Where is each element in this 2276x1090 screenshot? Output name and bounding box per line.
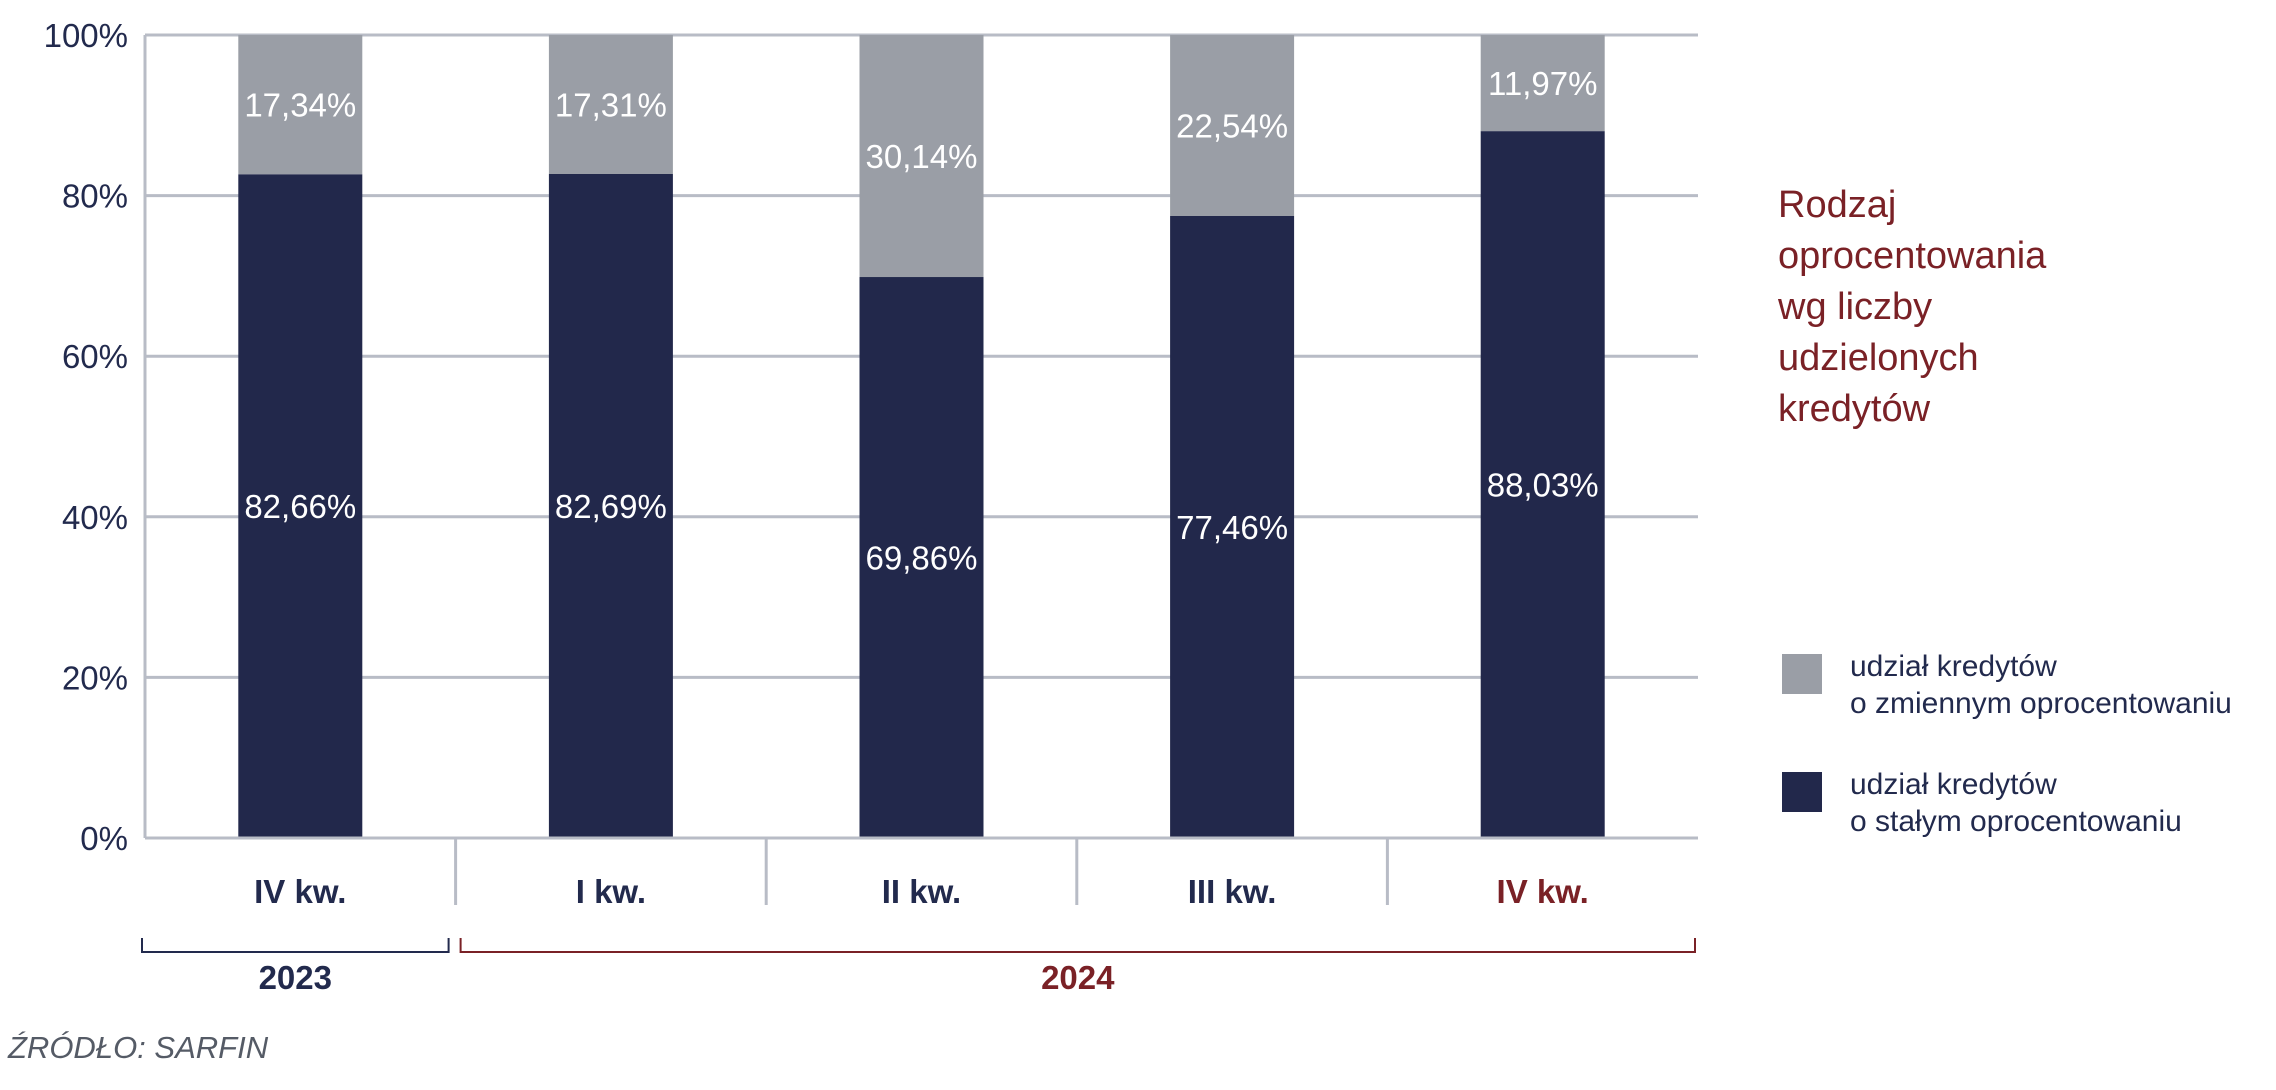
y-tick-label: 80% bbox=[62, 178, 128, 215]
legend-label-fixed-rate: udział kredytów o stałym oprocentowaniu bbox=[1850, 766, 2182, 840]
data-label: 88,03% bbox=[1487, 467, 1599, 504]
year-group-label: 2024 bbox=[1041, 959, 1115, 996]
data-label: 22,54% bbox=[1176, 107, 1288, 144]
bar-segment-fixed-rate bbox=[859, 277, 984, 839]
chart-title-line: kredytów bbox=[1778, 388, 1931, 430]
year-bracket bbox=[141, 938, 450, 953]
chart-title: Rodzaj oprocentowania wg liczby udzielon… bbox=[1778, 180, 2248, 435]
bar-segment-variable-rate bbox=[238, 35, 363, 175]
bar-segment-variable-rate bbox=[1480, 35, 1605, 132]
data-label: 30,14% bbox=[866, 138, 978, 175]
source-note: ŹRÓDŁO: SARFIN bbox=[8, 1030, 269, 1065]
y-tick-label: 20% bbox=[62, 659, 128, 696]
legend-label-variable-rate: udział kredytów o zmiennym oprocentowani… bbox=[1850, 648, 2232, 722]
y-tick-label: 100% bbox=[44, 17, 128, 54]
x-tick-label: I kw. bbox=[576, 873, 646, 910]
bar-segment-variable-rate bbox=[1170, 35, 1295, 216]
legend-label-line: udział kredytów bbox=[1850, 768, 2057, 801]
legend-swatch-fixed-rate bbox=[1782, 772, 1822, 812]
data-label: 17,31% bbox=[555, 86, 667, 123]
y-tick-label: 60% bbox=[62, 338, 128, 375]
legend-label-line: o zmiennym oprocentowaniu bbox=[1850, 687, 2232, 720]
legend-label-line: udział kredytów bbox=[1850, 650, 2057, 683]
x-tick-label: IV kw. bbox=[1497, 873, 1589, 910]
y-tick-label: 40% bbox=[62, 499, 128, 536]
data-label: 17,34% bbox=[244, 87, 356, 124]
data-label: 82,69% bbox=[555, 488, 667, 525]
bar-segment-fixed-rate bbox=[238, 174, 363, 838]
y-tick-label: 0% bbox=[80, 820, 128, 857]
year-bracket bbox=[459, 938, 1696, 953]
chart-title-line: udzielonych bbox=[1778, 337, 1979, 379]
bar-segment-fixed-rate bbox=[1170, 215, 1295, 838]
x-tick-label: III kw. bbox=[1188, 873, 1277, 910]
bar-segment-variable-rate bbox=[859, 35, 984, 278]
bar-segment-variable-rate bbox=[548, 35, 673, 174]
chart-title-line: wg liczby bbox=[1778, 286, 1933, 328]
bar-segment-fixed-rate bbox=[1480, 131, 1605, 839]
data-label: 69,86% bbox=[866, 540, 978, 577]
x-tick-label: IV kw. bbox=[254, 873, 346, 910]
bar-segment-fixed-rate bbox=[548, 173, 673, 839]
x-tick-label: II kw. bbox=[882, 873, 961, 910]
legend-swatch-variable-rate bbox=[1782, 654, 1822, 694]
data-label: 11,97% bbox=[1488, 65, 1597, 102]
data-label: 82,66% bbox=[244, 488, 356, 525]
chart-title-line: Rodzaj bbox=[1778, 184, 1897, 226]
legend-label-line: o stałym oprocentowaniu bbox=[1850, 805, 2182, 838]
chart-title-line: oprocentowania bbox=[1778, 235, 2047, 277]
year-group-label: 2023 bbox=[259, 959, 332, 996]
data-label: 77,46% bbox=[1176, 509, 1288, 546]
